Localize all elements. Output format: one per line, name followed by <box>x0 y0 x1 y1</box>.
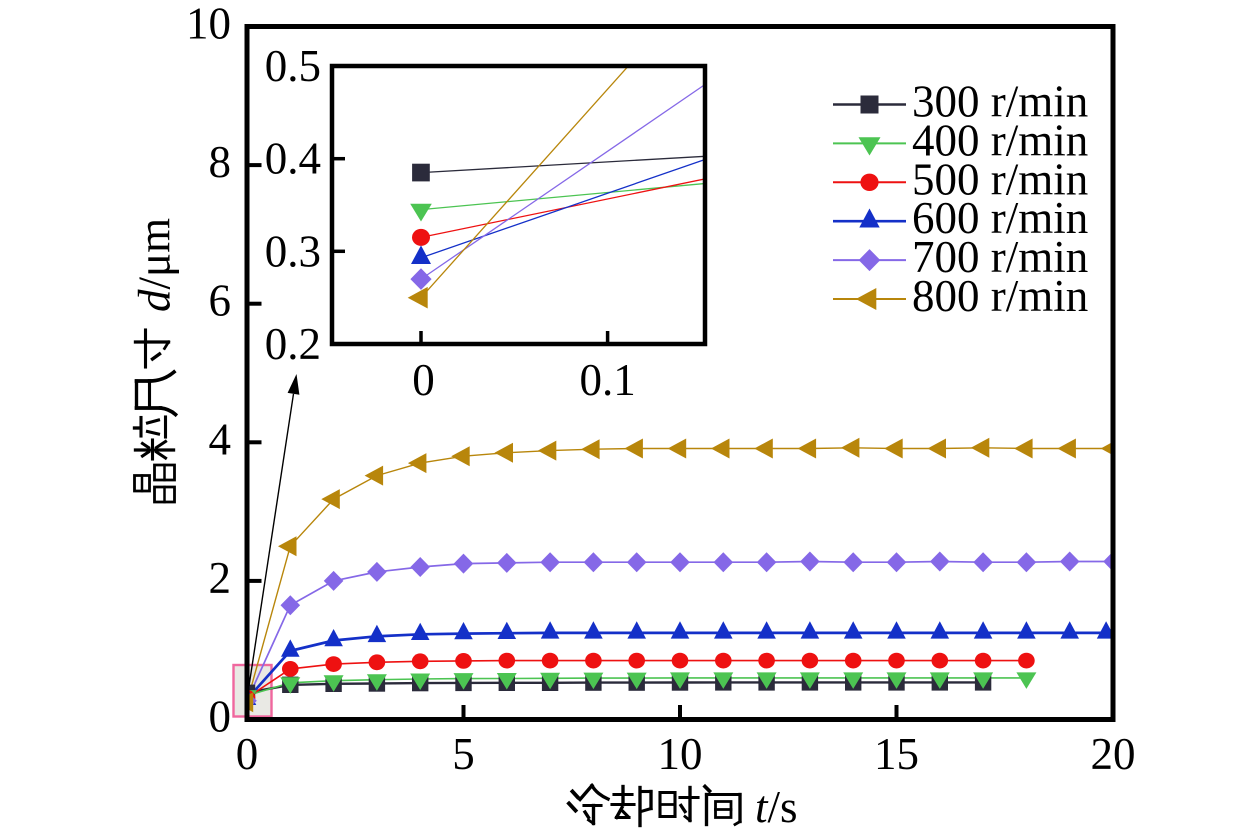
svg-text:d/μm: d/μm <box>130 218 180 312</box>
svg-text:15: 15 <box>874 729 919 779</box>
svg-text:6: 6 <box>209 276 232 326</box>
svg-text:5: 5 <box>452 729 475 779</box>
svg-text:20: 20 <box>1091 729 1136 779</box>
svg-text:8: 8 <box>209 137 232 187</box>
svg-text:0.4: 0.4 <box>265 134 321 184</box>
svg-text:4: 4 <box>209 414 232 464</box>
svg-text:0.2: 0.2 <box>265 319 321 369</box>
svg-text:700 r/min: 700 r/min <box>912 232 1088 282</box>
svg-text:0: 0 <box>209 692 232 742</box>
svg-text:500 r/min: 500 r/min <box>912 154 1088 204</box>
svg-text:t/s: t/s <box>755 782 798 832</box>
svg-text:0: 0 <box>236 729 259 779</box>
svg-text:0.1: 0.1 <box>579 355 635 405</box>
svg-text:10: 10 <box>186 0 231 49</box>
svg-text:800 r/min: 800 r/min <box>912 271 1088 321</box>
svg-text:400 r/min: 400 r/min <box>912 115 1088 165</box>
svg-text:300 r/min: 300 r/min <box>912 77 1088 127</box>
svg-text:2: 2 <box>209 553 232 603</box>
svg-text:0: 0 <box>412 355 435 405</box>
svg-text:0.3: 0.3 <box>265 226 321 276</box>
svg-text:0.5: 0.5 <box>265 41 321 91</box>
svg-text:10: 10 <box>658 729 703 779</box>
svg-text:600 r/min: 600 r/min <box>912 193 1088 243</box>
